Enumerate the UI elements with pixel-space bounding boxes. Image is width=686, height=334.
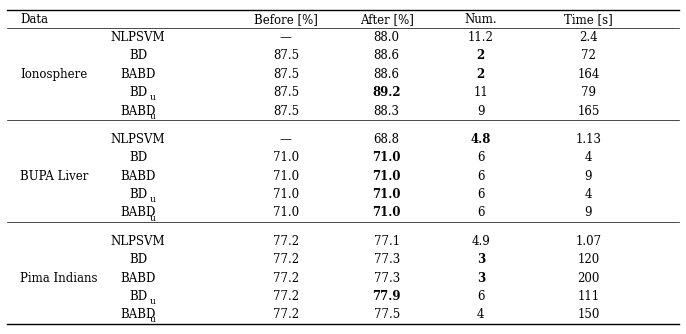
Text: 150: 150 [577, 308, 600, 321]
Text: 6: 6 [477, 290, 484, 303]
Text: NLPSVM: NLPSVM [110, 31, 165, 44]
Text: 87.5: 87.5 [273, 105, 299, 118]
Text: 4.8: 4.8 [471, 133, 491, 146]
Text: u: u [150, 112, 156, 121]
Text: 88.6: 88.6 [374, 49, 400, 62]
Text: 6: 6 [477, 170, 484, 183]
Text: 88.6: 88.6 [374, 68, 400, 81]
Text: 11.2: 11.2 [468, 31, 494, 44]
Text: BABD: BABD [120, 170, 156, 183]
Text: BABD: BABD [120, 105, 156, 118]
Text: 71.0: 71.0 [273, 170, 299, 183]
Text: 77.2: 77.2 [273, 290, 299, 303]
Text: 77.2: 77.2 [273, 308, 299, 321]
Text: BD: BD [129, 151, 147, 164]
Text: NLPSVM: NLPSVM [110, 133, 165, 146]
Text: BABD: BABD [120, 206, 156, 219]
Text: 87.5: 87.5 [273, 86, 299, 99]
Text: Pima Indians: Pima Indians [21, 272, 98, 285]
Text: 120: 120 [577, 253, 600, 266]
Text: u: u [150, 297, 156, 306]
Text: 1.13: 1.13 [576, 133, 602, 146]
Text: 200: 200 [577, 272, 600, 285]
Text: 1.07: 1.07 [576, 235, 602, 248]
Text: 77.2: 77.2 [273, 235, 299, 248]
Text: 89.2: 89.2 [372, 86, 401, 99]
Text: 2.4: 2.4 [579, 31, 598, 44]
Text: 77.2: 77.2 [273, 272, 299, 285]
Text: 87.5: 87.5 [273, 68, 299, 81]
Text: 111: 111 [578, 290, 600, 303]
Text: 71.0: 71.0 [273, 151, 299, 164]
Text: Before [%]: Before [%] [254, 13, 318, 26]
Text: 87.5: 87.5 [273, 49, 299, 62]
Text: 71.0: 71.0 [372, 188, 401, 201]
Text: Time [s]: Time [s] [564, 13, 613, 26]
Text: 4: 4 [584, 151, 592, 164]
Text: 9: 9 [584, 170, 592, 183]
Text: 3: 3 [477, 253, 485, 266]
Text: BD: BD [129, 253, 147, 266]
Text: 88.0: 88.0 [374, 31, 400, 44]
Text: —: — [280, 31, 292, 44]
Text: Data: Data [21, 13, 48, 26]
Text: 72: 72 [581, 49, 596, 62]
Text: 9: 9 [584, 206, 592, 219]
Text: 4: 4 [477, 308, 484, 321]
Text: Ionosphere: Ionosphere [21, 68, 88, 81]
Text: Num.: Num. [464, 13, 497, 26]
Text: u: u [150, 213, 156, 222]
Text: 71.0: 71.0 [273, 206, 299, 219]
Text: 77.1: 77.1 [374, 235, 400, 248]
Text: 6: 6 [477, 151, 484, 164]
Text: 165: 165 [577, 105, 600, 118]
Text: 4.9: 4.9 [471, 235, 490, 248]
Text: 71.0: 71.0 [273, 188, 299, 201]
Text: 71.0: 71.0 [372, 206, 401, 219]
Text: BD: BD [129, 86, 147, 99]
Text: 11: 11 [473, 86, 488, 99]
Text: BD: BD [129, 49, 147, 62]
Text: After [%]: After [%] [359, 13, 414, 26]
Text: BABD: BABD [120, 68, 156, 81]
Text: 77.9: 77.9 [372, 290, 401, 303]
Text: —: — [280, 133, 292, 146]
Text: u: u [150, 93, 156, 102]
Text: 164: 164 [577, 68, 600, 81]
Text: BABD: BABD [120, 272, 156, 285]
Text: 4: 4 [584, 188, 592, 201]
Text: 88.3: 88.3 [374, 105, 400, 118]
Text: 6: 6 [477, 206, 484, 219]
Text: u: u [150, 195, 156, 204]
Text: 2: 2 [477, 68, 485, 81]
Text: 77.2: 77.2 [273, 253, 299, 266]
Text: NLPSVM: NLPSVM [110, 235, 165, 248]
Text: 2: 2 [477, 49, 485, 62]
Text: 71.0: 71.0 [372, 151, 401, 164]
Text: 71.0: 71.0 [372, 170, 401, 183]
Text: 79: 79 [581, 86, 596, 99]
Text: 3: 3 [477, 272, 485, 285]
Text: 68.8: 68.8 [374, 133, 400, 146]
Text: 77.5: 77.5 [374, 308, 400, 321]
Text: u: u [150, 315, 156, 324]
Text: 9: 9 [477, 105, 484, 118]
Text: 77.3: 77.3 [374, 272, 400, 285]
Text: 6: 6 [477, 188, 484, 201]
Text: BD: BD [129, 290, 147, 303]
Text: BABD: BABD [120, 308, 156, 321]
Text: BD: BD [129, 188, 147, 201]
Text: BUPA Liver: BUPA Liver [21, 170, 88, 183]
Text: 77.3: 77.3 [374, 253, 400, 266]
